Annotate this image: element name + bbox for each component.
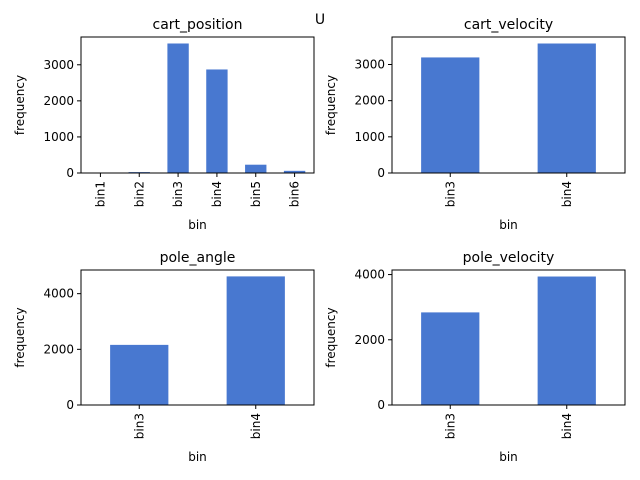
x-tick-label-bin3: bin3 xyxy=(443,413,457,439)
x-axis-label: bin xyxy=(499,218,518,232)
figure-suptitle: U xyxy=(315,12,325,28)
subplot-title: pole_velocity xyxy=(463,250,555,266)
bar-bin4 xyxy=(537,43,596,174)
axes-frame xyxy=(80,36,315,174)
y-tick-label: 0 xyxy=(66,398,74,412)
x-tick-label-bin3: bin3 xyxy=(171,181,185,207)
y-tick-label: 2000 xyxy=(354,94,385,108)
x-axis-label: bin xyxy=(499,450,518,464)
y-axis-label: frequency xyxy=(324,307,338,367)
bar-bin4 xyxy=(226,276,285,405)
subplot-title: cart_position xyxy=(153,17,243,33)
x-tick-label-bin6: bin6 xyxy=(288,181,302,207)
bar-bin3 xyxy=(421,57,480,173)
y-tick-label: 2000 xyxy=(43,94,74,108)
y-axis-label: frequency xyxy=(13,307,27,367)
y-axis-label: frequency xyxy=(13,75,27,135)
y-axis-label: frequency xyxy=(324,75,338,135)
x-tick-label-bin2: bin2 xyxy=(132,181,146,207)
bar-bin4 xyxy=(206,69,228,173)
x-tick-label-bin3: bin3 xyxy=(443,181,457,207)
x-tick-label-bin4: bin4 xyxy=(560,181,574,207)
y-tick-label: 3000 xyxy=(354,57,385,71)
bar-bin6 xyxy=(283,170,306,173)
x-tick-label-bin4: bin4 xyxy=(560,413,574,439)
axes-frame xyxy=(80,269,315,406)
x-axis-label: bin xyxy=(188,218,207,232)
y-tick-label: 4000 xyxy=(43,287,74,301)
x-tick-label-bin4: bin4 xyxy=(210,181,224,207)
y-tick-label: 2000 xyxy=(354,333,385,347)
bar-bin5 xyxy=(245,164,267,173)
axes-frame xyxy=(391,269,626,406)
x-tick-label-bin3: bin3 xyxy=(132,413,146,439)
y-tick-label: 1000 xyxy=(354,130,385,144)
bar-bin3 xyxy=(421,312,480,405)
y-tick-label: 2000 xyxy=(43,342,74,356)
bar-bin4 xyxy=(537,276,596,405)
y-tick-label: 3000 xyxy=(43,58,74,72)
x-tick-label-bin4: bin4 xyxy=(249,413,263,439)
y-tick-label: 4000 xyxy=(354,268,385,282)
y-tick-label: 0 xyxy=(66,166,74,180)
x-tick-label-bin1: bin1 xyxy=(93,181,107,207)
subplot-title: cart_velocity xyxy=(464,17,553,33)
x-axis-label: bin xyxy=(188,450,207,464)
subplot-title: pole_angle xyxy=(160,250,236,266)
bar-bin3 xyxy=(110,344,169,405)
y-tick-label: 0 xyxy=(377,166,385,180)
y-tick-label: 0 xyxy=(377,398,385,412)
bar-bin3 xyxy=(167,43,189,173)
axes-frame xyxy=(391,36,626,174)
x-tick-label-bin5: bin5 xyxy=(249,181,263,207)
subplot-cart_position: bin1 bin2 bin3 bin4 bin5 bin6 0 1000 2000 3000 car… xyxy=(13,17,315,232)
y-tick-label: 1000 xyxy=(43,130,74,144)
